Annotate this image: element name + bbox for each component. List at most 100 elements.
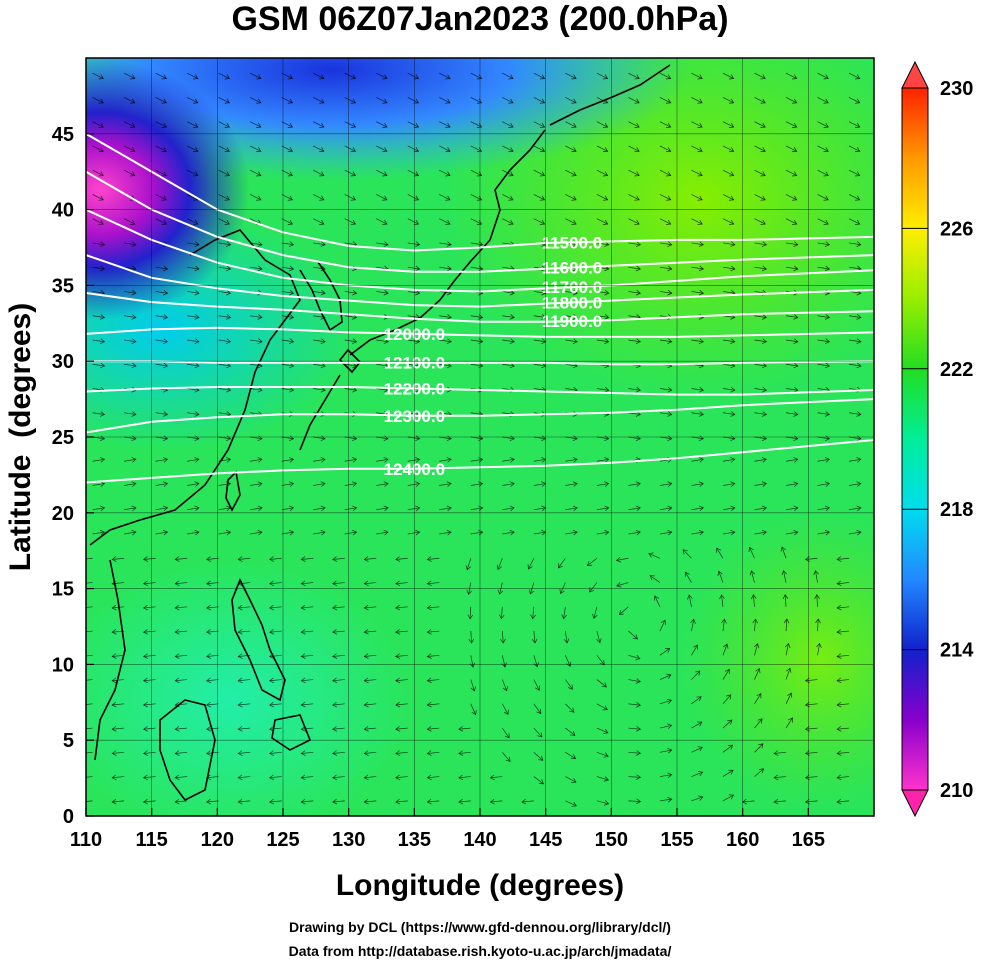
streamline-68: [659, 749, 672, 753]
streamline-head-496: [761, 338, 768, 344]
streamline-20: [722, 794, 734, 802]
streamline-716: [596, 121, 608, 128]
contour-line-8: [86, 398, 874, 434]
streamline-448: [817, 388, 830, 391]
contour-line-7: [86, 386, 874, 396]
streamline-head-308: [352, 505, 358, 512]
streamline-head-262: [465, 565, 472, 571]
streamline-head-238: [497, 589, 504, 595]
streamline-540: [565, 291, 578, 294]
streamline-479: [218, 339, 231, 343]
streamline-303: [187, 507, 200, 511]
streamline-head-638: [508, 195, 514, 201]
streamline-head-61: [426, 750, 432, 756]
streamline-37: [458, 776, 471, 779]
streamline-head-761: [445, 74, 451, 80]
streamline-head-245: [717, 570, 723, 576]
streamline-head-659: [382, 171, 388, 177]
streamline-713: [502, 121, 514, 128]
streamline-head-237: [466, 589, 473, 595]
streamline-head-91: [603, 728, 609, 734]
streamline-head-501: [131, 314, 137, 320]
streamline-head-460: [415, 362, 421, 369]
streamline-head-97: [788, 717, 793, 723]
streamline-751: [123, 72, 135, 79]
streamline-251: [112, 557, 125, 560]
streamline-head-83: [332, 726, 338, 732]
streamline-708: [344, 121, 356, 128]
streamline-head-419: [698, 411, 704, 417]
streamline-38: [490, 776, 503, 779]
streamline-head-752: [161, 74, 167, 80]
streamline-head-229: [206, 580, 212, 587]
streamline-338: [502, 483, 515, 486]
streamline-299: [848, 531, 861, 535]
streamline-head-422: [793, 411, 799, 417]
streamline-head-267: [615, 556, 622, 563]
streamline-head-725: [98, 98, 104, 104]
streamline-head-233: [332, 580, 338, 587]
streamline-495: [722, 339, 735, 343]
streamline-73: [805, 751, 818, 754]
streamline-head-306: [289, 505, 295, 512]
streamline-688: [502, 145, 514, 152]
streamline-136: [427, 679, 440, 682]
streamline-head-194: [690, 618, 696, 624]
streamline-447: [785, 388, 798, 391]
streamline-head-735: [413, 98, 420, 104]
streamline-184: [364, 630, 377, 633]
streamline-431: [281, 388, 294, 391]
streamline-691: [596, 145, 608, 152]
streamline-666: [596, 169, 608, 176]
streamline-227: [143, 582, 156, 585]
streamline-head-276: [131, 529, 137, 536]
streamline-156: [269, 654, 282, 657]
streamline-615: [565, 218, 577, 225]
streamline-304: [218, 507, 231, 511]
streamline-head-261: [426, 556, 432, 562]
streamline-head-161: [426, 653, 432, 659]
streamline-head-205: [237, 604, 243, 611]
streamline-85: [395, 727, 408, 730]
streamline-596: [754, 242, 767, 246]
streamline-head-220: [719, 594, 725, 600]
streamline-554: [218, 266, 231, 270]
streamline-head-152: [143, 653, 149, 659]
streamline-729: [218, 97, 230, 104]
streamline-114: [533, 703, 542, 714]
streamline-head-374: [856, 457, 862, 463]
streamline-463: [502, 363, 515, 367]
streamline-head-742: [634, 98, 640, 104]
streamline-488: [502, 339, 515, 343]
streamline-697: [785, 145, 797, 152]
streamline-4: [206, 800, 219, 803]
streamline-head-674: [855, 171, 861, 177]
streamline-head-24: [836, 798, 842, 805]
streamline-head-311: [446, 505, 452, 512]
streamline-133: [332, 679, 345, 682]
streamline-296: [754, 531, 767, 535]
streamline-head-266: [586, 561, 593, 567]
streamline-head-723: [823, 122, 829, 128]
streamline-443: [659, 388, 672, 391]
streamline-197: [785, 619, 788, 632]
streamline-187: [470, 631, 472, 644]
streamline-head-5: [237, 798, 243, 805]
streamline-head-690: [571, 147, 577, 153]
streamline-661: [439, 169, 451, 176]
streamline-103: [175, 703, 188, 706]
streamline-411: [439, 412, 452, 415]
streamline-675: [92, 145, 104, 152]
streamline-head-62: [458, 750, 464, 756]
streamline-741: [596, 97, 608, 104]
contour-label-3: 11800.0: [542, 293, 603, 312]
streamline-148: [805, 679, 818, 682]
streamline-190: [565, 630, 568, 643]
streamline-head-37: [458, 774, 464, 781]
streamline-head-87: [458, 726, 464, 732]
streamline-143: [659, 674, 672, 680]
streamline-head-132: [300, 677, 306, 684]
streamline-502: [155, 315, 168, 318]
streamline-head-243: [649, 575, 655, 581]
streamline-head-615: [571, 219, 577, 225]
